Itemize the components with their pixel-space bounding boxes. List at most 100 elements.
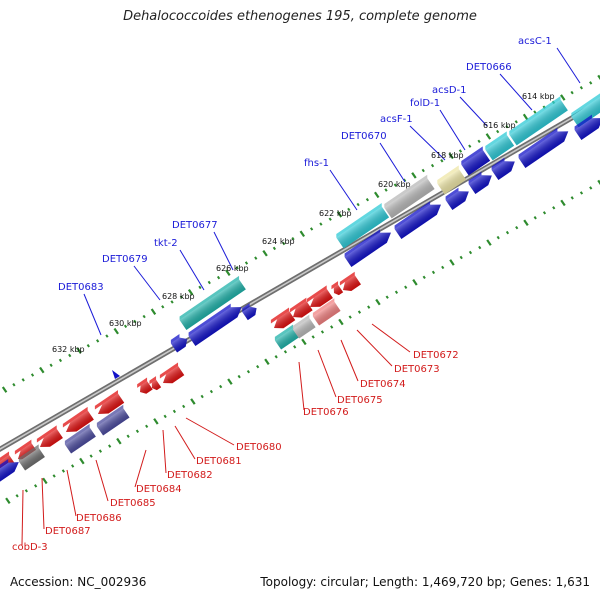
- tick-mark: [225, 269, 231, 277]
- gene-folD-1-shade: [461, 149, 491, 176]
- tick-mark: [216, 275, 221, 280]
- tick-mark: [431, 270, 436, 275]
- gene-det0679-shade: [170, 337, 188, 353]
- tick-mark: [15, 494, 19, 498]
- leader-line: [439, 109, 466, 151]
- gene-rev-1-shade: [274, 311, 296, 329]
- gene-features: [0, 90, 600, 484]
- tick-mark: [135, 429, 140, 433]
- tick-mark: [142, 314, 146, 319]
- forward-gene-label: acsC-1: [518, 36, 552, 47]
- gene-det0682: [159, 362, 185, 384]
- tick-mark: [246, 369, 251, 374]
- gene-cobD-3-bevel: [0, 451, 10, 468]
- tick-mark: [560, 94, 566, 101]
- leader-line: [356, 329, 393, 367]
- kbp-label: 630 kbp: [109, 319, 142, 328]
- tick-mark: [485, 133, 492, 140]
- tick-mark: [412, 279, 418, 286]
- forward-gene-label: DET0677: [172, 220, 218, 231]
- gene-rev-4-shade: [333, 284, 344, 296]
- gene-det0680-shade: [140, 381, 153, 394]
- tick-mark: [113, 327, 119, 335]
- tick-mark: [441, 265, 445, 270]
- kbp-label: 620 kbp: [378, 180, 411, 189]
- leader-line: [317, 349, 337, 398]
- gene-acsF-1: [437, 165, 467, 195]
- tick-mark: [422, 275, 426, 280]
- gene-det0666: [509, 96, 568, 146]
- backbone-strand: [0, 98, 600, 452]
- gene-fwd-inner-4-bevel: [468, 171, 482, 185]
- tick-mark: [12, 383, 16, 387]
- gene-det0684-bevel: [94, 390, 119, 410]
- gene-det0682-shade: [163, 366, 185, 384]
- gene-rev-5: [339, 271, 361, 291]
- tick-mark: [496, 129, 500, 134]
- leader-line: [329, 169, 358, 211]
- gene-rev-3: [306, 285, 333, 307]
- gene-fwd-bottom: [0, 459, 19, 484]
- gene-fhs-1: [336, 203, 390, 249]
- gene-gray-1-shade: [18, 447, 45, 471]
- tick-mark: [227, 378, 233, 385]
- gene-det0670: [384, 174, 435, 219]
- tick-mark: [96, 339, 100, 343]
- gene-fwd-inner-4: [468, 171, 492, 194]
- tick-mark: [552, 206, 556, 210]
- gene-fhs-1-shade: [336, 206, 390, 249]
- gene-acsF-1-bevel: [437, 165, 459, 184]
- gene-fwd-inner-1-shade: [344, 232, 391, 267]
- tick-mark: [523, 219, 529, 226]
- gene-fwd-inner-7: [574, 114, 600, 140]
- reverse-gene-label: cobD-3: [12, 542, 48, 553]
- tick-mark: [404, 285, 408, 289]
- kbp-label: 622 kbp: [319, 209, 352, 218]
- tick-mark: [514, 120, 518, 124]
- tick-mark: [172, 409, 177, 414]
- gene-det0682-bevel: [159, 362, 179, 379]
- tick-mark: [348, 315, 352, 319]
- tick-mark: [430, 163, 435, 168]
- tick-mark: [264, 358, 270, 366]
- gene-det0676: [274, 324, 300, 350]
- reverse-gene-label: DET0673: [394, 364, 440, 375]
- tick-mark: [570, 196, 574, 200]
- gene-acsD-1-bevel: [485, 131, 507, 150]
- kbp-label: 624 kbp: [262, 237, 295, 246]
- tick-mark: [336, 211, 343, 218]
- forward-gene-label: DET0683: [58, 282, 104, 293]
- kbp-label: 618 kbp: [431, 151, 464, 160]
- gene-fwd-bottom-bevel: [0, 459, 9, 475]
- tick-mark: [30, 373, 35, 377]
- tick-mark: [108, 444, 112, 448]
- tick-mark: [283, 350, 288, 354]
- leader-line: [179, 249, 205, 291]
- forward-gene-label: fhs-1: [304, 158, 329, 169]
- gene-rev-1-bevel: [270, 307, 290, 324]
- tick-mark: [207, 280, 211, 285]
- tick-mark: [299, 230, 306, 238]
- gene-gray-1-bevel: [18, 444, 39, 462]
- tick-mark: [187, 288, 194, 296]
- tick-mark: [533, 110, 537, 114]
- gene-fwd-inner-4-shade: [468, 175, 492, 194]
- gene-folD-1: [461, 146, 491, 176]
- gene-rev-5-shade: [343, 275, 361, 291]
- gene-rev-5-bevel: [339, 271, 355, 286]
- tick-mark: [5, 497, 11, 505]
- reverse-gene-label: DET0681: [196, 456, 242, 467]
- tick-mark: [393, 183, 397, 187]
- gene-fwd-inner-7-shade: [574, 118, 600, 140]
- tick-mark: [272, 246, 277, 251]
- tick-mark: [440, 159, 444, 163]
- gene-fwd-inner-2-shade: [394, 204, 441, 239]
- leader-line: [298, 361, 305, 411]
- gene-acsC-1-bevel: [571, 90, 600, 117]
- gene-det0677-bevel: [179, 275, 240, 321]
- gene-slate-2-bevel: [64, 423, 90, 445]
- gene-det0666-shade: [509, 99, 568, 146]
- tick-mark: [105, 334, 109, 338]
- leader-line: [162, 429, 167, 474]
- tick-mark: [533, 216, 537, 220]
